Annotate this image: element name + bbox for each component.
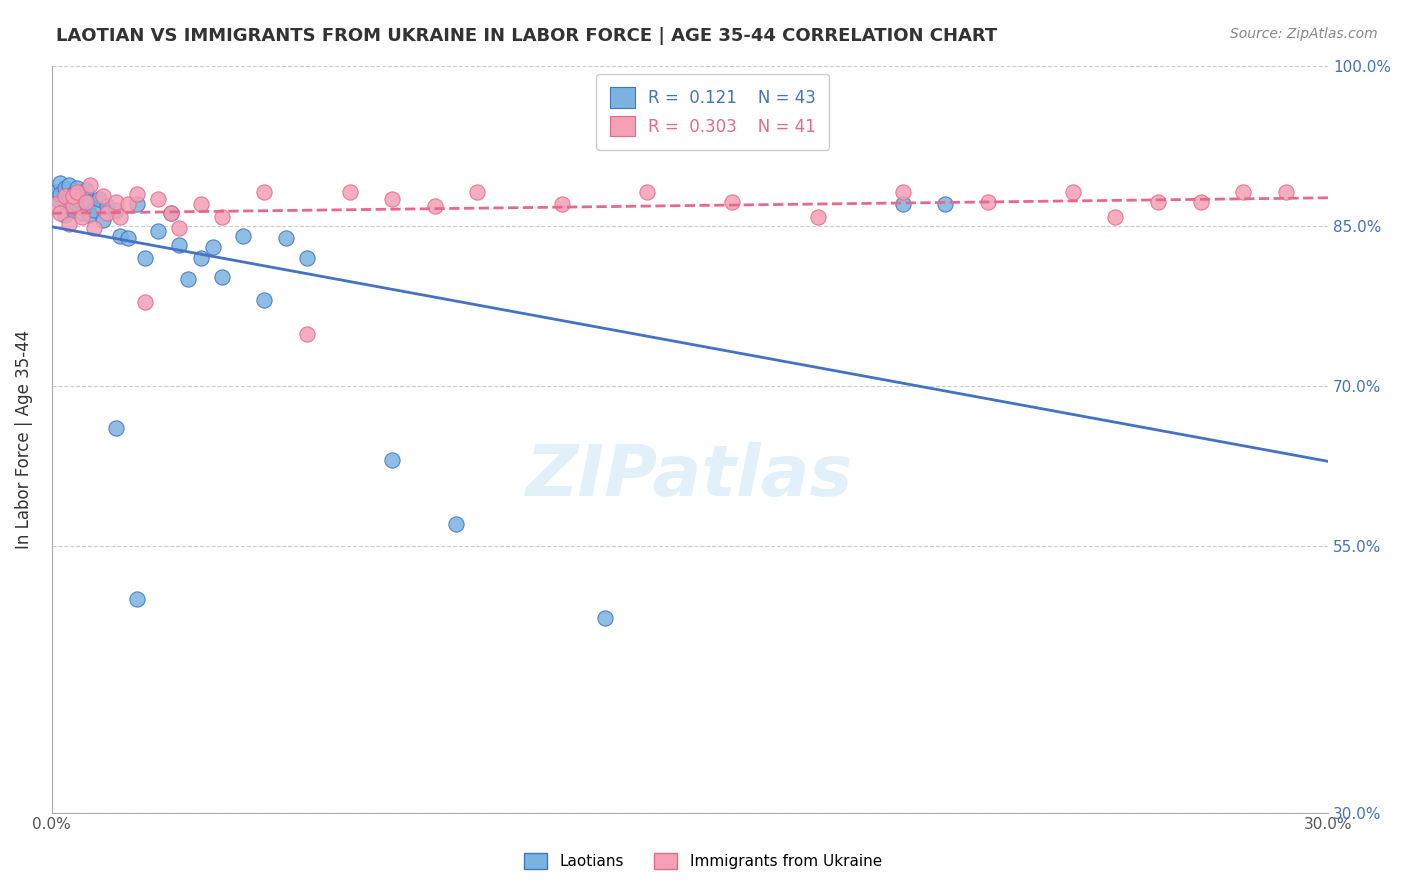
Point	[45, 192, 67, 206]
Point	[96, 199, 118, 213]
Point	[87, 192, 110, 206]
Point	[66, 192, 89, 206]
Point	[232, 229, 254, 244]
Point	[146, 192, 169, 206]
Point	[70, 206, 93, 220]
Point	[66, 181, 89, 195]
Point	[53, 188, 76, 202]
Point	[253, 293, 276, 308]
Point	[58, 188, 80, 202]
Point	[211, 210, 233, 224]
Point	[104, 421, 127, 435]
Text: ZIPatlas: ZIPatlas	[526, 442, 853, 511]
Point	[160, 206, 183, 220]
Point	[202, 240, 225, 254]
Point	[108, 229, 131, 244]
Point	[83, 202, 105, 217]
Point	[177, 272, 200, 286]
Point	[169, 238, 191, 252]
Point	[53, 208, 76, 222]
Point	[108, 210, 131, 224]
Text: Source: ZipAtlas.com: Source: ZipAtlas.com	[1230, 27, 1378, 41]
Point	[934, 197, 956, 211]
Point	[190, 197, 212, 211]
Y-axis label: In Labor Force | Age 35-44: In Labor Force | Age 35-44	[15, 329, 32, 549]
Point	[381, 192, 404, 206]
Point	[75, 184, 97, 198]
Point	[891, 185, 914, 199]
Point	[53, 195, 76, 210]
Point	[423, 199, 446, 213]
Point	[104, 195, 127, 210]
Point	[62, 186, 84, 201]
Point	[49, 176, 72, 190]
Point	[636, 185, 658, 199]
Legend: R =  0.121    N = 43, R =  0.303    N = 41: R = 0.121 N = 43, R = 0.303 N = 41	[596, 74, 830, 150]
Point	[295, 327, 318, 342]
Point	[190, 251, 212, 265]
Point	[45, 185, 67, 199]
Point	[146, 224, 169, 238]
Point	[91, 188, 114, 202]
Point	[134, 295, 156, 310]
Point	[1062, 185, 1084, 199]
Point	[1232, 185, 1254, 199]
Point	[79, 195, 101, 210]
Point	[891, 197, 914, 211]
Point	[75, 195, 97, 210]
Point	[160, 206, 183, 220]
Point	[444, 517, 467, 532]
Point	[96, 206, 118, 220]
Point	[169, 220, 191, 235]
Point	[91, 213, 114, 227]
Point	[551, 197, 574, 211]
Point	[75, 197, 97, 211]
Point	[1189, 195, 1212, 210]
Point	[117, 231, 139, 245]
Point	[66, 185, 89, 199]
Point	[1147, 195, 1170, 210]
Point	[62, 199, 84, 213]
Point	[79, 178, 101, 193]
Point	[70, 210, 93, 224]
Point	[593, 611, 616, 625]
Point	[1274, 185, 1296, 199]
Point	[1104, 210, 1126, 224]
Point	[58, 178, 80, 193]
Point	[49, 206, 72, 220]
Point	[62, 188, 84, 202]
Point	[125, 592, 148, 607]
Point	[117, 197, 139, 211]
Point	[806, 210, 828, 224]
Text: LAOTIAN VS IMMIGRANTS FROM UKRAINE IN LABOR FORCE | AGE 35-44 CORRELATION CHART: LAOTIAN VS IMMIGRANTS FROM UKRAINE IN LA…	[56, 27, 997, 45]
Point	[721, 195, 744, 210]
Point	[53, 181, 76, 195]
Point	[79, 208, 101, 222]
Point	[211, 269, 233, 284]
Point	[274, 231, 297, 245]
Point	[83, 220, 105, 235]
Point	[62, 202, 84, 217]
Point	[125, 186, 148, 201]
Point	[295, 251, 318, 265]
Point	[66, 197, 89, 211]
Point	[977, 195, 1000, 210]
Point	[339, 185, 361, 199]
Point	[253, 185, 276, 199]
Point	[381, 453, 404, 467]
Point	[70, 188, 93, 202]
Point	[58, 217, 80, 231]
Point	[125, 197, 148, 211]
Point	[465, 185, 488, 199]
Point	[134, 251, 156, 265]
Legend: Laotians, Immigrants from Ukraine: Laotians, Immigrants from Ukraine	[517, 847, 889, 875]
Point	[104, 202, 127, 217]
Point	[49, 186, 72, 201]
Point	[45, 197, 67, 211]
